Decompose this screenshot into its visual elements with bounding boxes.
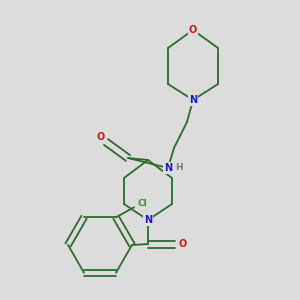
Text: O: O (97, 132, 105, 142)
Text: O: O (179, 239, 187, 249)
Text: N: N (144, 215, 152, 225)
Text: Cl: Cl (137, 199, 147, 208)
Text: O: O (189, 25, 197, 35)
Text: H: H (175, 164, 183, 172)
Text: N: N (164, 163, 172, 173)
Text: N: N (189, 95, 197, 105)
